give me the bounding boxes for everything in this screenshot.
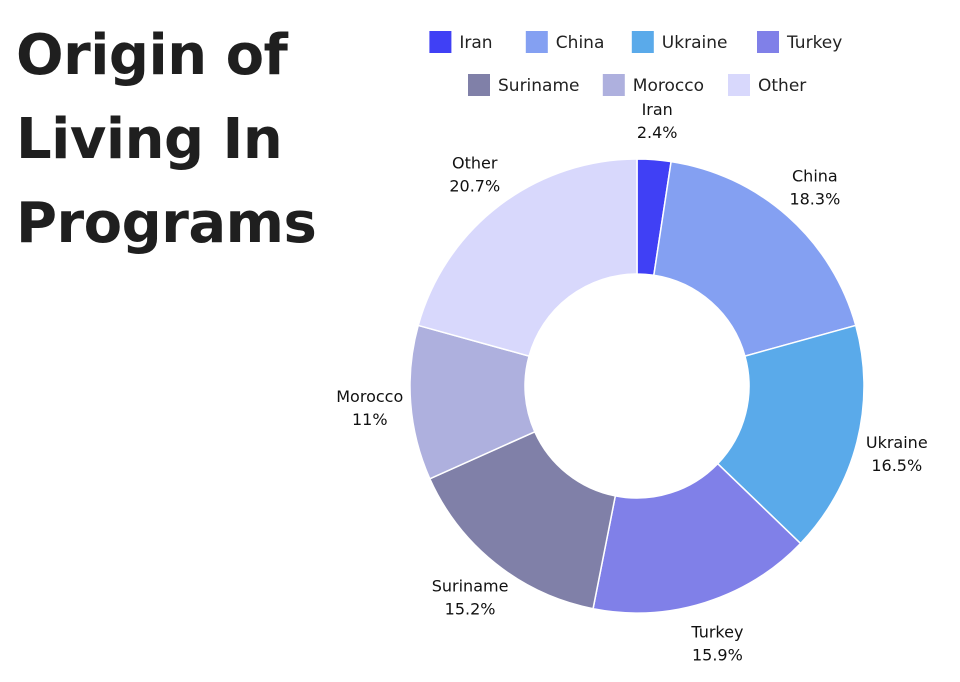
slice-label-other: Other — [452, 154, 498, 173]
chart-title-line: Living In — [16, 107, 283, 172]
slice-labels: Iran 2.4% China 18.3% Ukraine 16.5% Turkey 15.9… — [336, 100, 927, 665]
legend-label-other: Other — [758, 76, 806, 96]
legend-swatch-iran — [429, 31, 452, 53]
slice-label-suriname: Suriname — [432, 577, 509, 596]
legend-label-turkey: Turkey — [786, 33, 842, 53]
slice-turkey — [592, 462, 802, 614]
slice-value-other: 20.7% — [449, 177, 500, 196]
slice-value-turkey: 15.9% — [692, 646, 743, 665]
slice-label-iran: Iran — [642, 100, 673, 119]
legend-swatch-suriname — [468, 74, 490, 96]
legend-label-ukraine: Ukraine — [662, 33, 728, 53]
slice-value-ukraine: 16.5% — [871, 456, 922, 475]
slice-label-ukraine: Ukraine — [866, 433, 928, 452]
legend-swatch-ukraine — [631, 31, 654, 53]
slice-label-turkey: Turkey — [690, 623, 743, 642]
slice-ukraine — [716, 324, 865, 545]
donut-slices — [409, 158, 865, 614]
chart-title: Origin of Living In Programs — [16, 14, 346, 266]
slice-other — [417, 158, 638, 358]
slice-value-iran: 2.4% — [637, 123, 678, 142]
chart-title-line: Programs — [16, 191, 317, 256]
legend-label-iran: Iran — [459, 33, 492, 53]
slice-label-morocco: Morocco — [336, 387, 403, 406]
slice-value-suriname: 15.2% — [445, 600, 496, 619]
slice-label-china: China — [792, 167, 838, 186]
legend-swatch-other — [728, 74, 750, 96]
legend-swatch-morocco — [602, 74, 625, 96]
legend-label-suriname: Suriname — [498, 76, 580, 96]
slice-value-morocco: 11% — [352, 410, 388, 429]
chart-title-line: Origin of — [16, 23, 288, 88]
legend: Iran China Ukraine Turkey Suriname Morocco Oth… — [429, 31, 842, 96]
legend-label-morocco: Morocco — [633, 76, 704, 96]
legend-swatch-china — [525, 31, 548, 53]
slice-china — [652, 160, 857, 358]
legend-label-china: China — [556, 33, 605, 53]
slice-value-china: 18.3% — [789, 190, 840, 209]
slice-suriname — [428, 430, 617, 610]
legend-swatch-turkey — [757, 31, 779, 53]
